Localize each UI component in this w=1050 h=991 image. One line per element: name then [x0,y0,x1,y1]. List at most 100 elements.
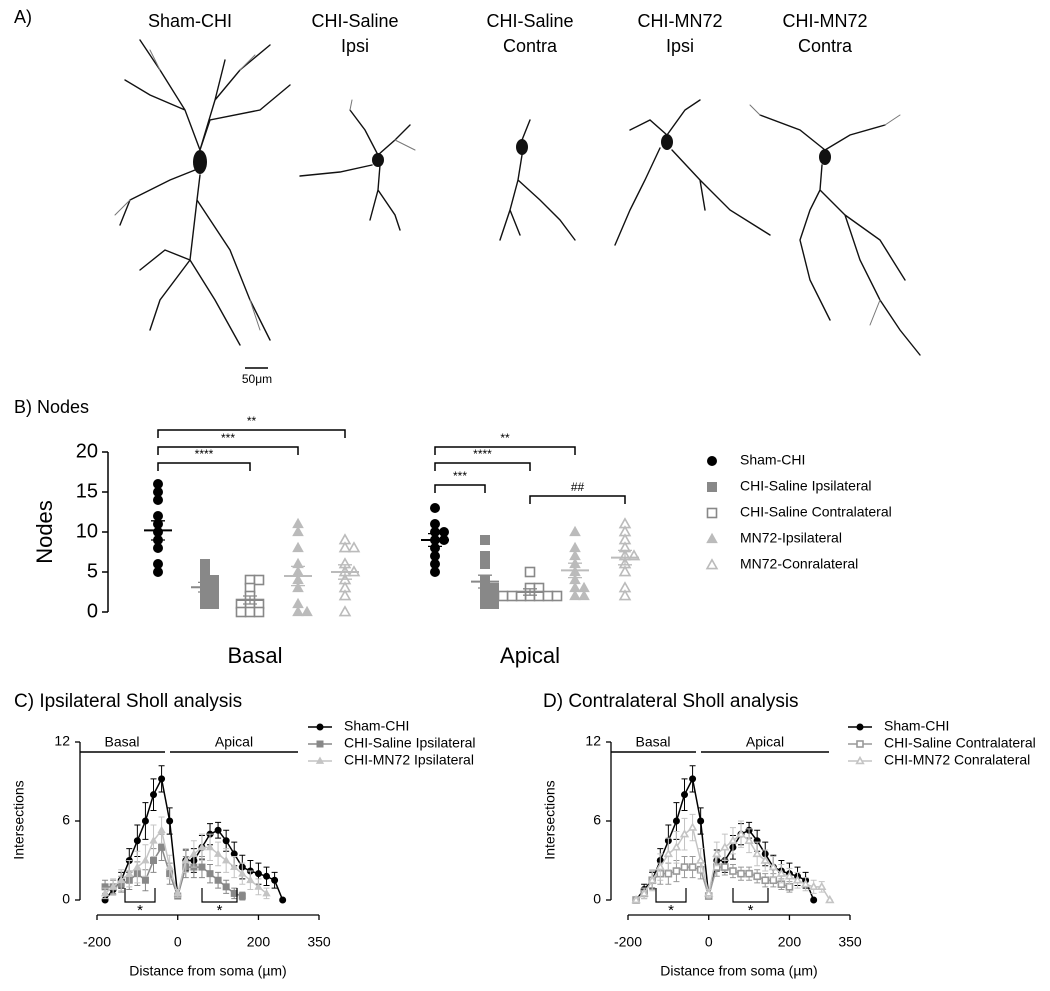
marker [165,862,174,870]
y-tick-label: 12 [585,733,601,749]
region-label: Apical [215,734,253,750]
neuron-label: CHI-Saline Contra [486,11,573,56]
marker [618,589,632,601]
marker [197,842,207,851]
marker [855,755,865,765]
marker [430,503,440,513]
marker [809,881,819,891]
significance-label: * [748,902,754,919]
marker [338,541,352,553]
marker [214,826,222,834]
marker [200,599,210,609]
marker [244,606,256,618]
marker [141,876,149,884]
legend-label: CHI-Saline Contralateral [884,735,1036,751]
marker [688,863,697,871]
y-tick-label: 0 [87,600,98,622]
marker [338,605,352,617]
marker [737,869,745,878]
marker [254,882,263,890]
marker [745,869,753,878]
marker [214,876,222,884]
marker [707,482,717,492]
marker [301,605,313,617]
legend-label: MN72-Ipsilateral [740,530,842,546]
x-tick-label: 350 [307,934,331,950]
neuron-label: Sham-CHI [148,11,232,31]
marker [189,849,199,857]
marker [631,894,641,904]
marker [263,872,271,880]
marker [618,565,632,577]
sem-bar [568,562,582,579]
marker [205,842,215,851]
marker [230,889,238,897]
marker [292,581,304,593]
significance-bracket [655,888,687,903]
y-tick-label: 20 [76,440,98,462]
marker [292,541,304,553]
marker [720,842,730,851]
marker [222,883,230,891]
marker [253,574,265,586]
marker [736,829,746,838]
x-axis-label: Distance from soma (µm) [129,963,286,979]
y-axis-label: Intersections [11,780,27,859]
marker [663,848,674,858]
chart-title: C) Ipsilateral Sholl analysis [14,691,242,712]
sem-bar [618,549,632,566]
significance-label: ## [571,480,585,494]
legend-label: Sham-CHI [740,452,805,468]
y-tick-label: 6 [593,812,601,828]
marker [133,862,142,870]
marker [108,882,118,890]
marker [238,892,246,900]
marker [158,843,166,851]
marker [489,599,499,609]
legend-label: CHI-Saline Ipsilateral [740,478,872,494]
marker [253,606,265,618]
chart-title: B) Nodes [14,397,89,417]
marker [681,791,689,799]
sem-bar [198,581,212,593]
marker [542,590,554,602]
y-tick-label: 10 [76,520,98,542]
marker [800,879,811,888]
marker [158,775,166,783]
region-label: Basal [104,734,139,750]
marker [655,862,665,871]
marker [117,875,126,884]
marker [721,863,729,871]
marker [141,817,149,825]
y-axis-label: Intersections [542,780,558,859]
marker [551,590,563,602]
significance-label: **** [473,447,492,461]
scale-bar-label: 50μm [242,372,272,386]
marker [100,888,110,897]
marker [728,835,738,844]
legend-label: Sham-CHI [344,718,409,734]
marker [672,867,681,875]
marker [695,855,706,864]
y-tick-label: 0 [593,891,601,907]
marker [817,881,827,891]
marker [753,872,761,881]
x-tick-label: 200 [778,934,802,950]
marker [760,855,770,864]
marker [569,589,581,601]
marker [125,869,134,877]
significance-label: * [668,902,674,919]
marker [825,894,835,904]
marker [569,525,581,537]
y-tick-label: 15 [76,480,98,502]
neuron-label: CHI-MN72 Ipsi [637,11,722,56]
significance-bracket [157,429,346,438]
sem-bar [478,574,492,589]
marker [230,862,239,870]
marker [706,532,718,544]
marker [647,875,657,884]
significance-label: ** [500,431,510,445]
marker [707,456,717,466]
marker [338,589,352,601]
